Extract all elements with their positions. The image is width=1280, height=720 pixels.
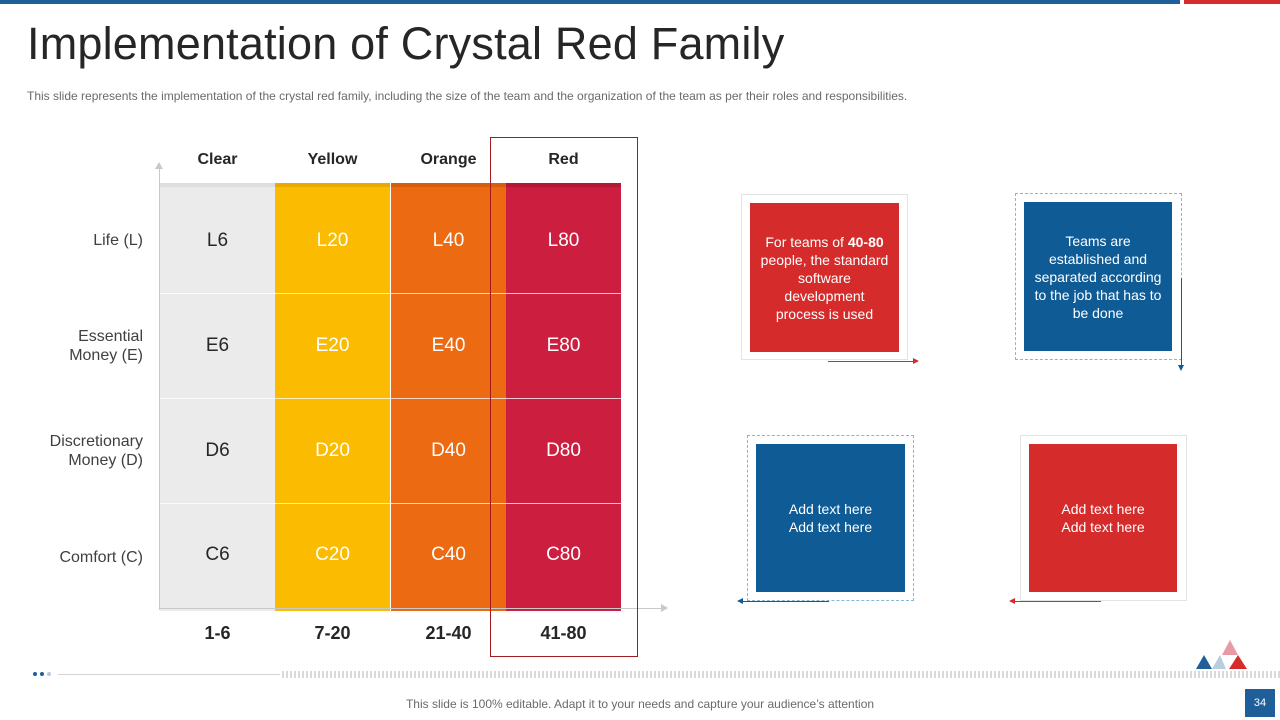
matrix-cell: L80 [547, 230, 580, 251]
x-axis [159, 608, 663, 609]
row-label-line: Comfort (C) [59, 549, 143, 566]
info-box-line: Add text here [1061, 501, 1145, 517]
matrix-cell: L20 [316, 230, 349, 251]
column-clear [160, 183, 275, 611]
footer-text: This slide is 100% editable. Adapt it to… [405, 697, 875, 711]
matrix-cell: D20 [315, 440, 350, 461]
column-header-orange: Orange [420, 151, 477, 168]
arrow-head-left [1009, 598, 1015, 604]
matrix-cell: E80 [546, 335, 581, 356]
matrix-cell: D40 [431, 440, 466, 461]
column-red [506, 183, 621, 611]
top-accent-bar-red [1184, 0, 1280, 4]
info-box-text: Teams are established and separated acco… [1034, 232, 1162, 321]
page-title: Implementation of Crystal Red Family [27, 18, 785, 69]
info-box-text: Add text here Add text here [1061, 500, 1144, 536]
info-box-text: For teams of 40-80 people, the standard … [758, 233, 891, 323]
box-frame [1020, 435, 1187, 601]
matrix-cell: E20 [315, 335, 350, 356]
arrow-head-down [1178, 365, 1184, 371]
matrix-cell: L6 [206, 230, 229, 251]
matrix-cell: D6 [205, 440, 230, 461]
box-frame [747, 435, 914, 601]
column-orange [391, 183, 506, 611]
row-label-line: Life (L) [93, 232, 143, 249]
red-column-highlight [490, 137, 638, 657]
row-label-line: Money (E) [69, 347, 143, 364]
y-axis-arrow [155, 162, 163, 169]
row-label-life: Life (L) [20, 231, 143, 250]
row-divider [160, 398, 621, 399]
team-size-range: 1-6 [204, 623, 231, 643]
footer-dot [33, 672, 37, 676]
row-label-line: Money (D) [68, 452, 143, 469]
info-box-placeholder-1[interactable]: Add text here Add text here [756, 444, 905, 592]
info-box-team-size[interactable]: For teams of 40-80 people, the standard … [750, 203, 899, 352]
info-box-line: Add text here [1061, 519, 1145, 535]
connector-arrow [1181, 278, 1182, 366]
matrix-cell: E6 [205, 335, 230, 356]
info-box-text-pre: For teams of [765, 233, 848, 250]
row-label-line: Discretionary [49, 433, 143, 450]
connector-arrow [1014, 601, 1101, 602]
team-size-range: 41-80 [540, 623, 587, 643]
team-size-range: 7-20 [314, 623, 351, 643]
info-box-text-post: people, the standard software developmen… [760, 251, 889, 322]
row-label-discretionary-money: Discretionary Money (D) [20, 432, 143, 470]
info-box-line: Add text here [788, 519, 873, 535]
matrix-cell: C20 [315, 544, 350, 565]
row-divider [160, 503, 621, 504]
x-axis-arrow [661, 604, 668, 612]
column-header-red: Red [548, 151, 579, 168]
column-header-clear: Clear [197, 151, 238, 168]
matrix-cell: C6 [205, 544, 230, 565]
triangle-logo-icon [1196, 640, 1247, 669]
row-label-essential-money: Essential Money (E) [20, 327, 143, 365]
row-label-comfort: Comfort (C) [20, 548, 143, 567]
info-box-placeholder-2[interactable]: Add text here Add text here [1029, 444, 1177, 592]
row-divider [160, 293, 621, 294]
arrow-head-left [737, 598, 743, 604]
footer-dashed-line [282, 671, 1280, 678]
info-box-text-bold: 40-80 [847, 233, 884, 250]
matrix-cell: C40 [431, 544, 466, 565]
info-box-teams-established[interactable]: Teams are established and separated acco… [1024, 202, 1172, 351]
top-accent-bar-blue [0, 0, 1180, 4]
y-axis [159, 166, 160, 610]
column-header-yellow: Yellow [307, 151, 358, 168]
connector-arrow [742, 601, 829, 602]
matrix-cell: C80 [546, 544, 581, 565]
arrow-head-right [913, 358, 919, 364]
info-box-text: Add text here Add text here [789, 500, 872, 536]
column-yellow [275, 183, 390, 611]
box-frame [1015, 193, 1182, 360]
info-box-line: Add text here [788, 501, 873, 517]
footer-dot [40, 672, 44, 676]
connector-arrow [828, 361, 914, 362]
box-frame [741, 194, 908, 360]
row-label-line: Essential [78, 328, 143, 345]
footer-dot [47, 672, 51, 676]
team-size-range: 21-40 [425, 623, 472, 643]
footer-line [58, 674, 280, 675]
page-subtitle: This slide represents the implementation… [27, 89, 908, 103]
matrix-cell: D80 [546, 440, 581, 461]
matrix-cell: E40 [431, 335, 466, 356]
footer-dots [33, 672, 51, 676]
matrix-cell: L40 [432, 230, 465, 251]
page-number: 34 [1245, 689, 1275, 717]
